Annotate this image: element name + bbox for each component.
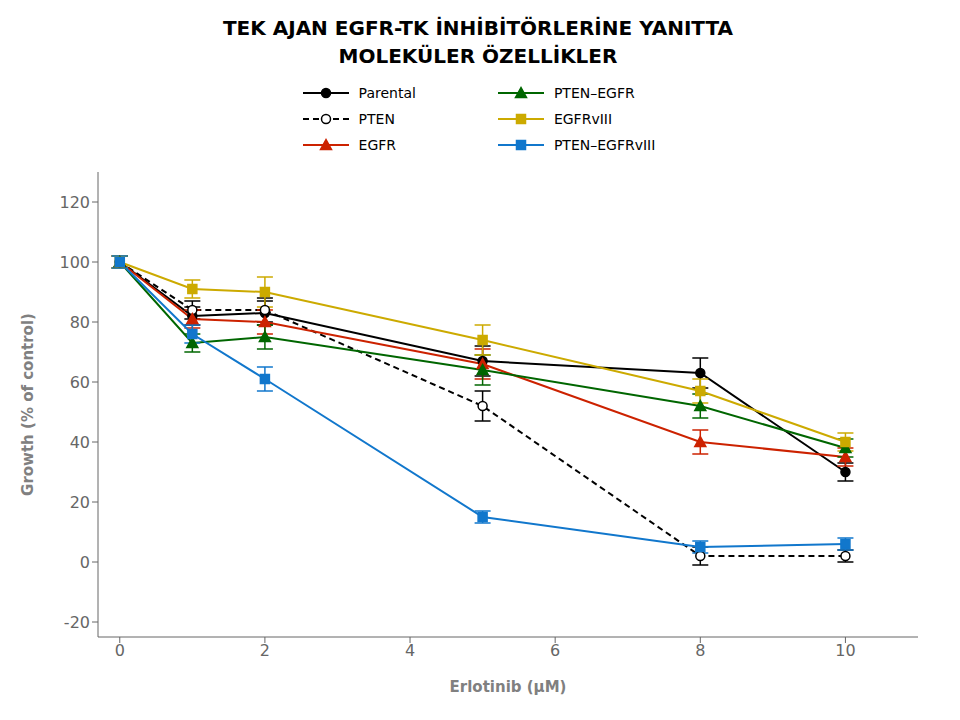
- html-text:EGFRvIII: EGFRvIII: [553, 111, 613, 127]
- svg-text:2: 2: [260, 641, 270, 660]
- svg-text:6: 6: [550, 641, 560, 660]
- svg-text:80: 80: [70, 313, 90, 332]
- svg-text:8: 8: [695, 641, 705, 660]
- svg-text:-20: -20: [64, 613, 90, 632]
- svg-text:0: 0: [80, 553, 90, 572]
- svg-text:100: 100: [59, 253, 90, 272]
- svg-text:4: 4: [405, 641, 415, 660]
- html-text:PTEN–EGFRvIII: PTEN–EGFRvIII: [553, 137, 656, 153]
- svg-text:120: 120: [59, 193, 90, 212]
- svg-text:Erlotinib (μM): Erlotinib (μM): [450, 678, 567, 696]
- svg-text:40: 40: [70, 433, 90, 452]
- html-text:MOLEKÜLER ÖZELLİKLER: MOLEKÜLER ÖZELLİKLER: [338, 44, 618, 68]
- svg-text:10: 10: [835, 641, 855, 660]
- svg-text:Growth (% of control): Growth (% of control): [19, 313, 37, 496]
- html-text:Parental: Parental: [358, 85, 416, 101]
- svg-text:20: 20: [70, 493, 90, 512]
- svg-text:0: 0: [115, 641, 125, 660]
- html-text:PTEN: PTEN: [358, 111, 395, 127]
- svg-text:60: 60: [70, 373, 90, 392]
- html-text:TEK AJAN EGFR-TK İNHİBİTÖRLERİ: TEK AJAN EGFR-TK İNHİBİTÖRLERİNE YANITTA: [223, 16, 733, 40]
- html-text:PTEN–EGFR: PTEN–EGFR: [553, 85, 635, 101]
- html-text:EGFR: EGFR: [358, 137, 397, 153]
